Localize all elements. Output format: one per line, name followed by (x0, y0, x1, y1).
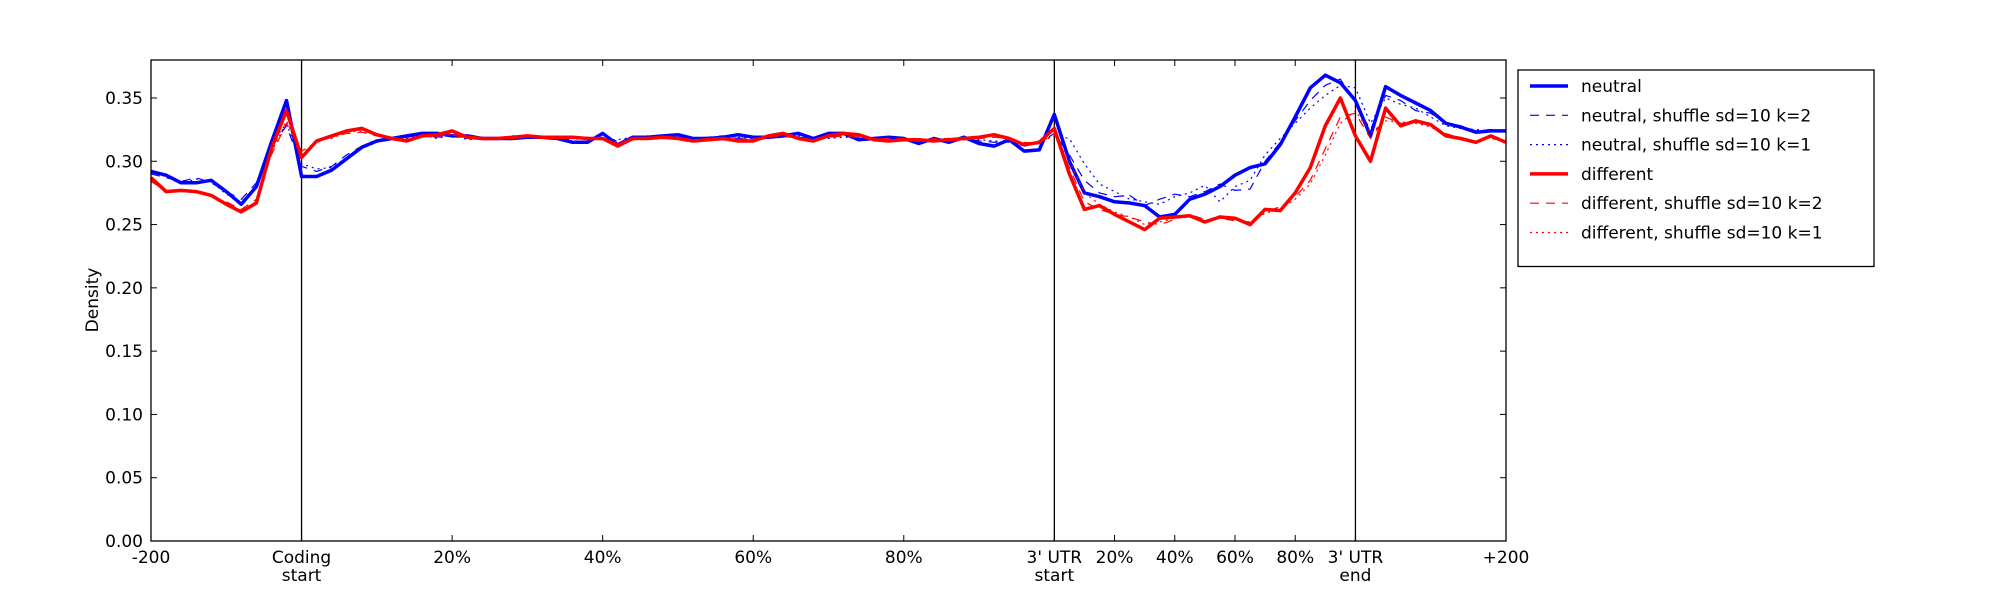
legend-label: neutral, shuffle sd=10 k=1 (1581, 136, 1811, 156)
legend-label: different (1581, 165, 1654, 185)
series-line (150, 73, 1506, 219)
x-tick-label: -200 (132, 548, 171, 568)
x-tick-label: +200 (1483, 548, 1530, 568)
series-line (150, 84, 1506, 205)
legend-box (1517, 69, 1875, 268)
series-line (150, 112, 1507, 226)
x-tick-label: 20% (1096, 548, 1134, 568)
y-tick-label: 0.30 (105, 152, 143, 172)
x-tick-label: 3' UTR end (1328, 548, 1384, 586)
legend-label: different, shuffle sd=10 k=2 (1581, 194, 1823, 214)
y-tick-label: 0.00 (105, 532, 143, 552)
y-tick-label: 0.15 (105, 342, 143, 362)
x-tick-label: 3' UTR start (1027, 548, 1083, 586)
series-line (149, 96, 1507, 232)
legend-label: different, shuffle sd=10 k=1 (1581, 224, 1823, 244)
y-tick-label: 0.25 (105, 216, 143, 236)
x-tick-label: Coding start (272, 548, 331, 586)
y-tick-label: 0.05 (105, 469, 143, 489)
x-tick-label: 40% (584, 548, 622, 568)
x-tick-label: 80% (885, 548, 923, 568)
plot-frame (150, 59, 1507, 542)
x-tick-label: 60% (734, 548, 772, 568)
legend-label: neutral, shuffle sd=10 k=2 (1581, 106, 1811, 126)
x-tick-label: 80% (1276, 548, 1314, 568)
legend-label: neutral (1581, 77, 1642, 97)
x-tick-label: 40% (1156, 548, 1194, 568)
series-line (150, 110, 1507, 226)
y-tick-label: 0.20 (105, 279, 143, 299)
y-axis-label: Density (83, 268, 103, 333)
series-line (150, 78, 1507, 207)
x-tick-label: 60% (1216, 548, 1254, 568)
y-tick-label: 0.35 (105, 89, 143, 109)
x-tick-label: 20% (433, 548, 471, 568)
y-tick-label: 0.10 (105, 405, 143, 425)
